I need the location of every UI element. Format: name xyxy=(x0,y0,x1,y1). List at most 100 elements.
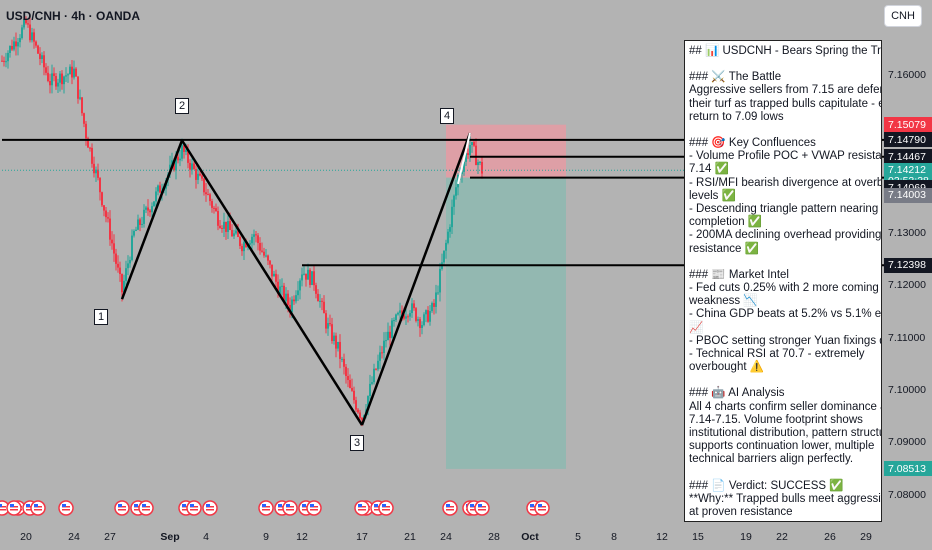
note-line: **Why:** Trapped bulls meet aggressive s xyxy=(689,492,882,505)
note-line: - China GDP beats at 5.2% vs 5.1% expect xyxy=(689,308,882,321)
candle-body xyxy=(195,169,197,180)
wave-line xyxy=(120,139,184,300)
event-icon-ring xyxy=(202,500,218,516)
economic-event-icon xyxy=(474,500,490,516)
candle-body xyxy=(371,382,373,384)
candle-body xyxy=(135,229,137,231)
note-line: their turf as trapped bulls capitulate -… xyxy=(689,97,882,110)
candle-body xyxy=(259,242,261,251)
note-line: - Volume Profile POC + VWAP resistance a xyxy=(689,150,882,163)
candle-body xyxy=(443,250,445,263)
candle-body xyxy=(221,227,223,229)
event-icon-canton xyxy=(26,504,30,507)
candle-body xyxy=(121,274,123,293)
candle-body xyxy=(341,358,343,360)
candle-body xyxy=(251,236,253,244)
candle-body xyxy=(215,208,217,212)
y-tick-label: 7.12000 xyxy=(888,279,926,292)
economic-event-icon xyxy=(114,500,130,516)
candle-body xyxy=(409,313,411,317)
x-tick-label: 24 xyxy=(440,531,452,543)
candle-body xyxy=(419,319,421,328)
candle-body xyxy=(87,138,89,148)
analysis-note: ## 📊 USDCNH - Bears Spring the Trap at ##… xyxy=(684,40,882,522)
candle-body xyxy=(133,230,135,236)
event-icon-canton xyxy=(286,504,290,507)
candle-body xyxy=(465,153,467,162)
note-line: ### 🤖 AI Analysis xyxy=(689,387,785,400)
candle-body xyxy=(461,171,463,175)
event-icon-canton xyxy=(310,504,314,507)
candle-body xyxy=(445,242,447,251)
candle-body xyxy=(387,331,389,341)
candle-body xyxy=(141,223,143,225)
target-zone xyxy=(446,177,566,469)
candle-body xyxy=(99,177,101,193)
event-icon-canton xyxy=(478,504,482,507)
candle-body xyxy=(241,245,243,252)
candle-body xyxy=(347,376,349,381)
candle-body xyxy=(367,396,369,410)
candle-body xyxy=(153,201,155,207)
candle-body xyxy=(453,195,455,207)
event-icon-stripe xyxy=(310,509,318,511)
event-icon-stripe xyxy=(206,509,214,511)
candle-body xyxy=(33,32,35,42)
candle-body xyxy=(225,221,227,232)
candle-body xyxy=(93,163,95,174)
note-line: at proven resistance xyxy=(689,506,793,519)
event-icon-canton xyxy=(470,504,474,507)
candle-body xyxy=(299,280,301,291)
candle-body xyxy=(391,320,393,338)
candle-body xyxy=(303,273,305,275)
candle-body xyxy=(281,285,283,287)
event-icon-canton xyxy=(10,504,14,507)
candle-body xyxy=(295,295,297,302)
candle-body xyxy=(239,236,241,246)
price-axis-label: 7.12398 xyxy=(884,257,932,273)
event-icon-stripe xyxy=(142,509,150,511)
candle-body xyxy=(47,72,49,81)
note-spacer xyxy=(689,256,881,269)
candle-body xyxy=(427,310,429,322)
candle-body xyxy=(415,308,417,321)
x-tick-label: 17 xyxy=(356,531,368,543)
price-axis-label: 7.14003 xyxy=(884,187,932,203)
candle-body xyxy=(223,221,225,229)
event-icon-ring xyxy=(442,500,458,516)
currency-button[interactable]: CNH xyxy=(884,5,922,27)
y-tick-label: 7.08000 xyxy=(888,488,926,501)
candle-body xyxy=(265,255,267,257)
candle-body xyxy=(123,280,125,293)
note-line: - 200MA declining overhead providing xyxy=(689,229,882,242)
candle-body xyxy=(327,323,329,329)
chart-title: USD/CNH · 4h · OANDA xyxy=(6,9,140,23)
candle-body xyxy=(27,23,29,25)
event-icon-stripe xyxy=(26,509,34,511)
candle-body xyxy=(127,263,129,269)
x-tick-label: 12 xyxy=(656,531,668,543)
candle-body xyxy=(227,221,229,232)
candle-body xyxy=(203,178,205,193)
wave-line xyxy=(180,139,364,426)
note-line: levels ✅ xyxy=(689,189,736,202)
candle-body xyxy=(343,358,345,367)
candle-body xyxy=(145,207,147,210)
candle-body xyxy=(373,368,375,383)
candle-body xyxy=(289,304,291,313)
candle-body xyxy=(45,67,47,73)
candle-body xyxy=(307,269,309,280)
price-axis-label: 7.08513 xyxy=(884,461,932,477)
event-icon-ring xyxy=(258,500,274,516)
candle-body xyxy=(5,61,7,63)
candle-body xyxy=(435,292,437,307)
candle-body xyxy=(155,191,157,202)
candle-body xyxy=(383,340,385,354)
candle-body xyxy=(431,303,433,312)
wave-label-1: 1 xyxy=(94,309,108,326)
candle-body xyxy=(233,233,235,237)
candle-body xyxy=(245,241,247,248)
candle-body xyxy=(43,55,45,68)
candle-body xyxy=(271,264,273,277)
